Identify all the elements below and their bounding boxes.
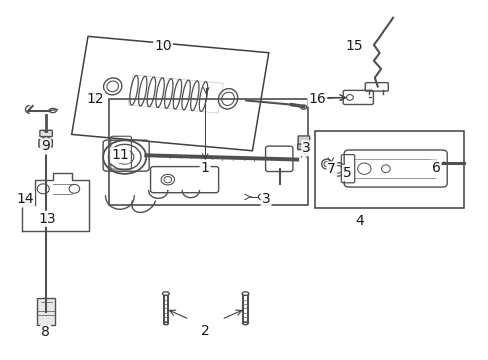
FancyBboxPatch shape <box>297 144 309 150</box>
FancyBboxPatch shape <box>298 136 309 145</box>
Text: 5: 5 <box>343 166 351 180</box>
FancyBboxPatch shape <box>40 130 52 136</box>
Text: 2: 2 <box>201 324 209 338</box>
Text: 9: 9 <box>41 139 50 153</box>
Text: 1: 1 <box>201 161 209 175</box>
Text: 14: 14 <box>16 192 34 206</box>
Text: 16: 16 <box>308 92 325 106</box>
Text: 7: 7 <box>326 162 335 176</box>
Text: 8: 8 <box>41 325 50 339</box>
Text: 13: 13 <box>38 212 56 226</box>
Text: 11: 11 <box>111 148 128 162</box>
Text: 6: 6 <box>431 161 440 175</box>
Bar <box>109 99 307 205</box>
Text: 10: 10 <box>154 39 171 53</box>
Text: 3: 3 <box>302 141 310 155</box>
FancyBboxPatch shape <box>39 139 52 147</box>
Bar <box>38 298 55 325</box>
Text: 15: 15 <box>345 39 363 53</box>
Text: 3: 3 <box>261 192 270 206</box>
Text: 12: 12 <box>86 92 103 106</box>
Text: 4: 4 <box>354 213 363 228</box>
Bar <box>315 131 463 208</box>
